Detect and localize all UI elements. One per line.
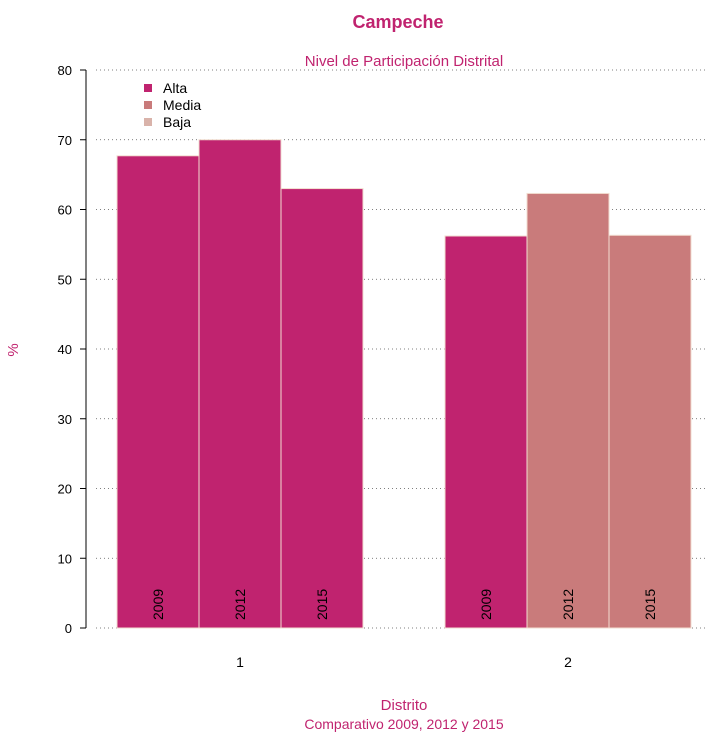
bar [608, 234, 692, 629]
x-tick-label: 2 [564, 654, 572, 670]
bar [198, 139, 282, 629]
y-tick-label: 60 [58, 203, 72, 218]
y-tick-label: 50 [58, 272, 72, 287]
bar-year-label: 2015 [642, 589, 658, 620]
y-tick-label: 30 [58, 412, 72, 427]
chart-subtitle: Nivel de Participación Distrital [305, 53, 503, 70]
y-tick-label: 0 [65, 621, 72, 636]
y-tick-label: 80 [58, 63, 72, 78]
bar-year-label: 2009 [478, 589, 494, 620]
bar-year-label: 2012 [232, 589, 248, 620]
bar-year-label: 2009 [150, 589, 166, 620]
bar [116, 155, 200, 629]
legend-label: Alta [163, 80, 187, 96]
y-tick-label: 10 [58, 551, 72, 566]
y-tick-label: 40 [58, 342, 72, 357]
bar [526, 192, 610, 629]
legend-swatch [144, 118, 152, 126]
legend-label: Baja [163, 114, 191, 130]
y-tick-label: 20 [58, 482, 72, 497]
x-axis-label: Distrito [381, 697, 428, 714]
y-axis-label: % [5, 343, 22, 356]
legend-label: Media [163, 97, 201, 113]
bar [444, 235, 528, 629]
bar-year-label: 2012 [560, 589, 576, 620]
legend-swatch [144, 101, 152, 109]
x-axis-sublabel: Comparativo 2009, 2012 y 2015 [304, 716, 503, 732]
bar [280, 188, 364, 629]
chart-title: Campeche [352, 12, 443, 32]
bars: 2009 2012 2015 1 2009 2012 2015 2 [116, 139, 692, 670]
y-axis: 0 10 20 30 40 50 60 70 80 [58, 63, 87, 636]
y-tick-label: 70 [58, 133, 72, 148]
x-tick-label: 1 [236, 654, 244, 670]
legend-swatch [144, 84, 152, 92]
bar-year-label: 2015 [314, 589, 330, 620]
